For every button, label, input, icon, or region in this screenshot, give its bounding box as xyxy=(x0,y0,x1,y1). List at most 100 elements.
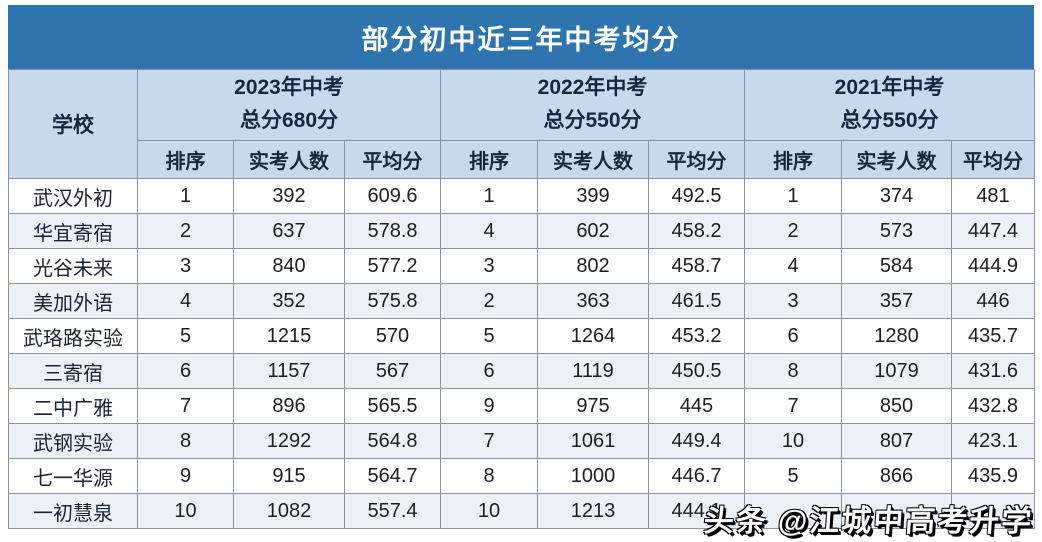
sub-header-count-2022: 实考人数 xyxy=(537,140,649,179)
rank-2023: 7 xyxy=(137,388,234,424)
rank-2022: 9 xyxy=(440,388,538,424)
year-group-2023-line2: 总分680分 xyxy=(239,109,339,132)
table-row: 武钢实验 8 1292 564.8 7 1061 449.4 10 807 42… xyxy=(8,423,1035,459)
title-bar: 部分初中近三年中考均分 xyxy=(8,5,1034,69)
avg-2022: 458.7 xyxy=(648,248,745,284)
avg-2023: 564.8 xyxy=(344,423,441,459)
count-2022: 602 xyxy=(537,213,649,249)
count-2022: 1213 xyxy=(537,493,649,529)
count-2023: 1082 xyxy=(233,493,345,529)
rank-2022: 10 xyxy=(440,493,538,529)
rank-2023: 6 xyxy=(137,353,234,389)
school-name: 二中广雅 xyxy=(8,388,138,424)
year-group-2021: 2021年中考 总分550分 xyxy=(744,69,1035,141)
count-2021: 357 xyxy=(841,283,952,319)
count-2021: 807 xyxy=(841,423,952,459)
sub-header-avg-2022: 平均分 xyxy=(648,140,745,179)
rank-2022: 3 xyxy=(440,248,538,284)
year-group-2022: 2022年中考 总分550分 xyxy=(440,69,745,141)
sub-header-rank-2022: 排序 xyxy=(440,140,538,179)
avg-2021: 435.9 xyxy=(951,458,1035,494)
count-2023: 840 xyxy=(233,248,345,284)
rank-2023: 9 xyxy=(137,458,234,494)
rank-2022: 5 xyxy=(440,318,538,354)
avg-2022: 444.1 xyxy=(648,493,745,529)
table-row: 一初慧泉 10 1082 557.4 10 1213 444.1 xyxy=(8,493,1035,529)
rank-2021: 7 xyxy=(744,388,842,424)
table-row: 光谷未来 3 840 577.2 3 802 458.7 4 584 444.9 xyxy=(8,248,1035,284)
rank-2023: 10 xyxy=(137,493,234,529)
sub-header-rank-2023: 排序 xyxy=(137,140,234,179)
school-name: 美加外语 xyxy=(8,283,138,319)
avg-2021 xyxy=(951,493,1035,529)
count-2023: 392 xyxy=(233,178,345,214)
year-group-2022-line2: 总分550分 xyxy=(543,109,642,132)
school-name: 武珞路实验 xyxy=(8,318,138,354)
table-row: 七一华源 9 915 564.7 8 1000 446.7 5 866 435.… xyxy=(8,458,1035,494)
rank-2021: 6 xyxy=(744,318,842,354)
rank-2023: 4 xyxy=(137,283,234,319)
count-2021: 850 xyxy=(841,388,952,424)
avg-2022: 446.7 xyxy=(648,458,745,494)
avg-2023: 564.7 xyxy=(344,458,441,494)
year-group-2023: 2023年中考 总分680分 xyxy=(137,69,441,141)
avg-2021: 481 xyxy=(951,178,1035,214)
table-header: 学校 2023年中考 总分680分 2022年中考 总分550分 2021年中考… xyxy=(8,69,1035,179)
rank-2022: 7 xyxy=(440,423,538,459)
rank-2023: 2 xyxy=(137,213,234,249)
avg-2023: 577.2 xyxy=(344,248,441,284)
table-row: 三寄宿 6 1157 567 6 1119 450.5 8 1079 431.6 xyxy=(8,353,1035,389)
rank-2021: 10 xyxy=(744,423,842,459)
avg-2022: 445 xyxy=(648,388,745,424)
school-name: 七一华源 xyxy=(8,458,138,494)
school-name: 武汉外初 xyxy=(8,178,138,214)
avg-2023: 557.4 xyxy=(344,493,441,529)
count-2021 xyxy=(841,493,952,529)
avg-2021: 446 xyxy=(951,283,1035,319)
rank-2021: 3 xyxy=(744,283,842,319)
rank-2023: 8 xyxy=(137,423,234,459)
rank-2023: 3 xyxy=(137,248,234,284)
count-2021: 374 xyxy=(841,178,952,214)
count-2021: 573 xyxy=(841,213,952,249)
watermark: 头条 @江城中高考升学 xyxy=(703,505,1035,538)
year-group-2022-line1: 2022年中考 xyxy=(537,76,648,100)
count-2022: 1061 xyxy=(537,423,649,459)
count-2022: 802 xyxy=(537,248,649,284)
rank-2021: 8 xyxy=(744,353,842,389)
year-group-2021-line2: 总分550分 xyxy=(840,109,939,132)
score-table-container: 部分初中近三年中考均分 学校 2023年中考 总分680分 2022年中考 总分… xyxy=(8,5,1035,529)
rank-2022: 6 xyxy=(440,353,538,389)
school-name: 光谷未来 xyxy=(8,248,138,284)
rank-2023: 1 xyxy=(137,178,234,214)
table-row: 华宜寄宿 2 637 578.8 4 602 458.2 2 573 447.4 xyxy=(8,213,1035,249)
table-row: 武汉外初 1 392 609.6 1 399 492.5 1 374 481 xyxy=(8,178,1035,214)
avg-2021: 444.9 xyxy=(951,248,1035,284)
table-body: 武汉外初 1 392 609.6 1 399 492.5 1 374 481 华… xyxy=(8,178,1035,529)
rank-2022: 8 xyxy=(440,458,538,494)
avg-2021: 423.1 xyxy=(951,423,1035,459)
sub-header-row: 排序 实考人数 平均分 排序 实考人数 平均分 排序 实考人数 平均分 xyxy=(9,140,1035,179)
avg-2021: 431.6 xyxy=(951,353,1035,389)
school-name: 华宜寄宿 xyxy=(8,213,138,249)
table-row: 二中广雅 7 896 565.5 9 975 445 7 850 432.8 xyxy=(8,388,1035,424)
sub-header-avg-2021: 平均分 xyxy=(951,140,1035,179)
count-2023: 896 xyxy=(233,388,345,424)
rank-2021: 5 xyxy=(744,458,842,494)
school-name: 三寄宿 xyxy=(8,353,138,389)
rank-2023: 5 xyxy=(137,318,234,354)
count-2021: 1079 xyxy=(841,353,952,389)
count-2023: 1215 xyxy=(233,318,345,354)
avg-2022: 461.5 xyxy=(648,283,745,319)
avg-2021: 447.4 xyxy=(951,213,1035,249)
avg-2022: 453.2 xyxy=(648,318,745,354)
rank-2021 xyxy=(744,493,842,529)
school-name: 武钢实验 xyxy=(8,423,138,459)
sub-header-avg-2023: 平均分 xyxy=(344,140,441,179)
avg-2023: 567 xyxy=(344,353,441,389)
avg-2023: 570 xyxy=(344,318,441,354)
table-row: 武珞路实验 5 1215 570 5 1264 453.2 6 1280 435… xyxy=(8,318,1035,354)
sub-header-rank-2021: 排序 xyxy=(744,140,842,179)
rank-2022: 2 xyxy=(440,283,538,319)
